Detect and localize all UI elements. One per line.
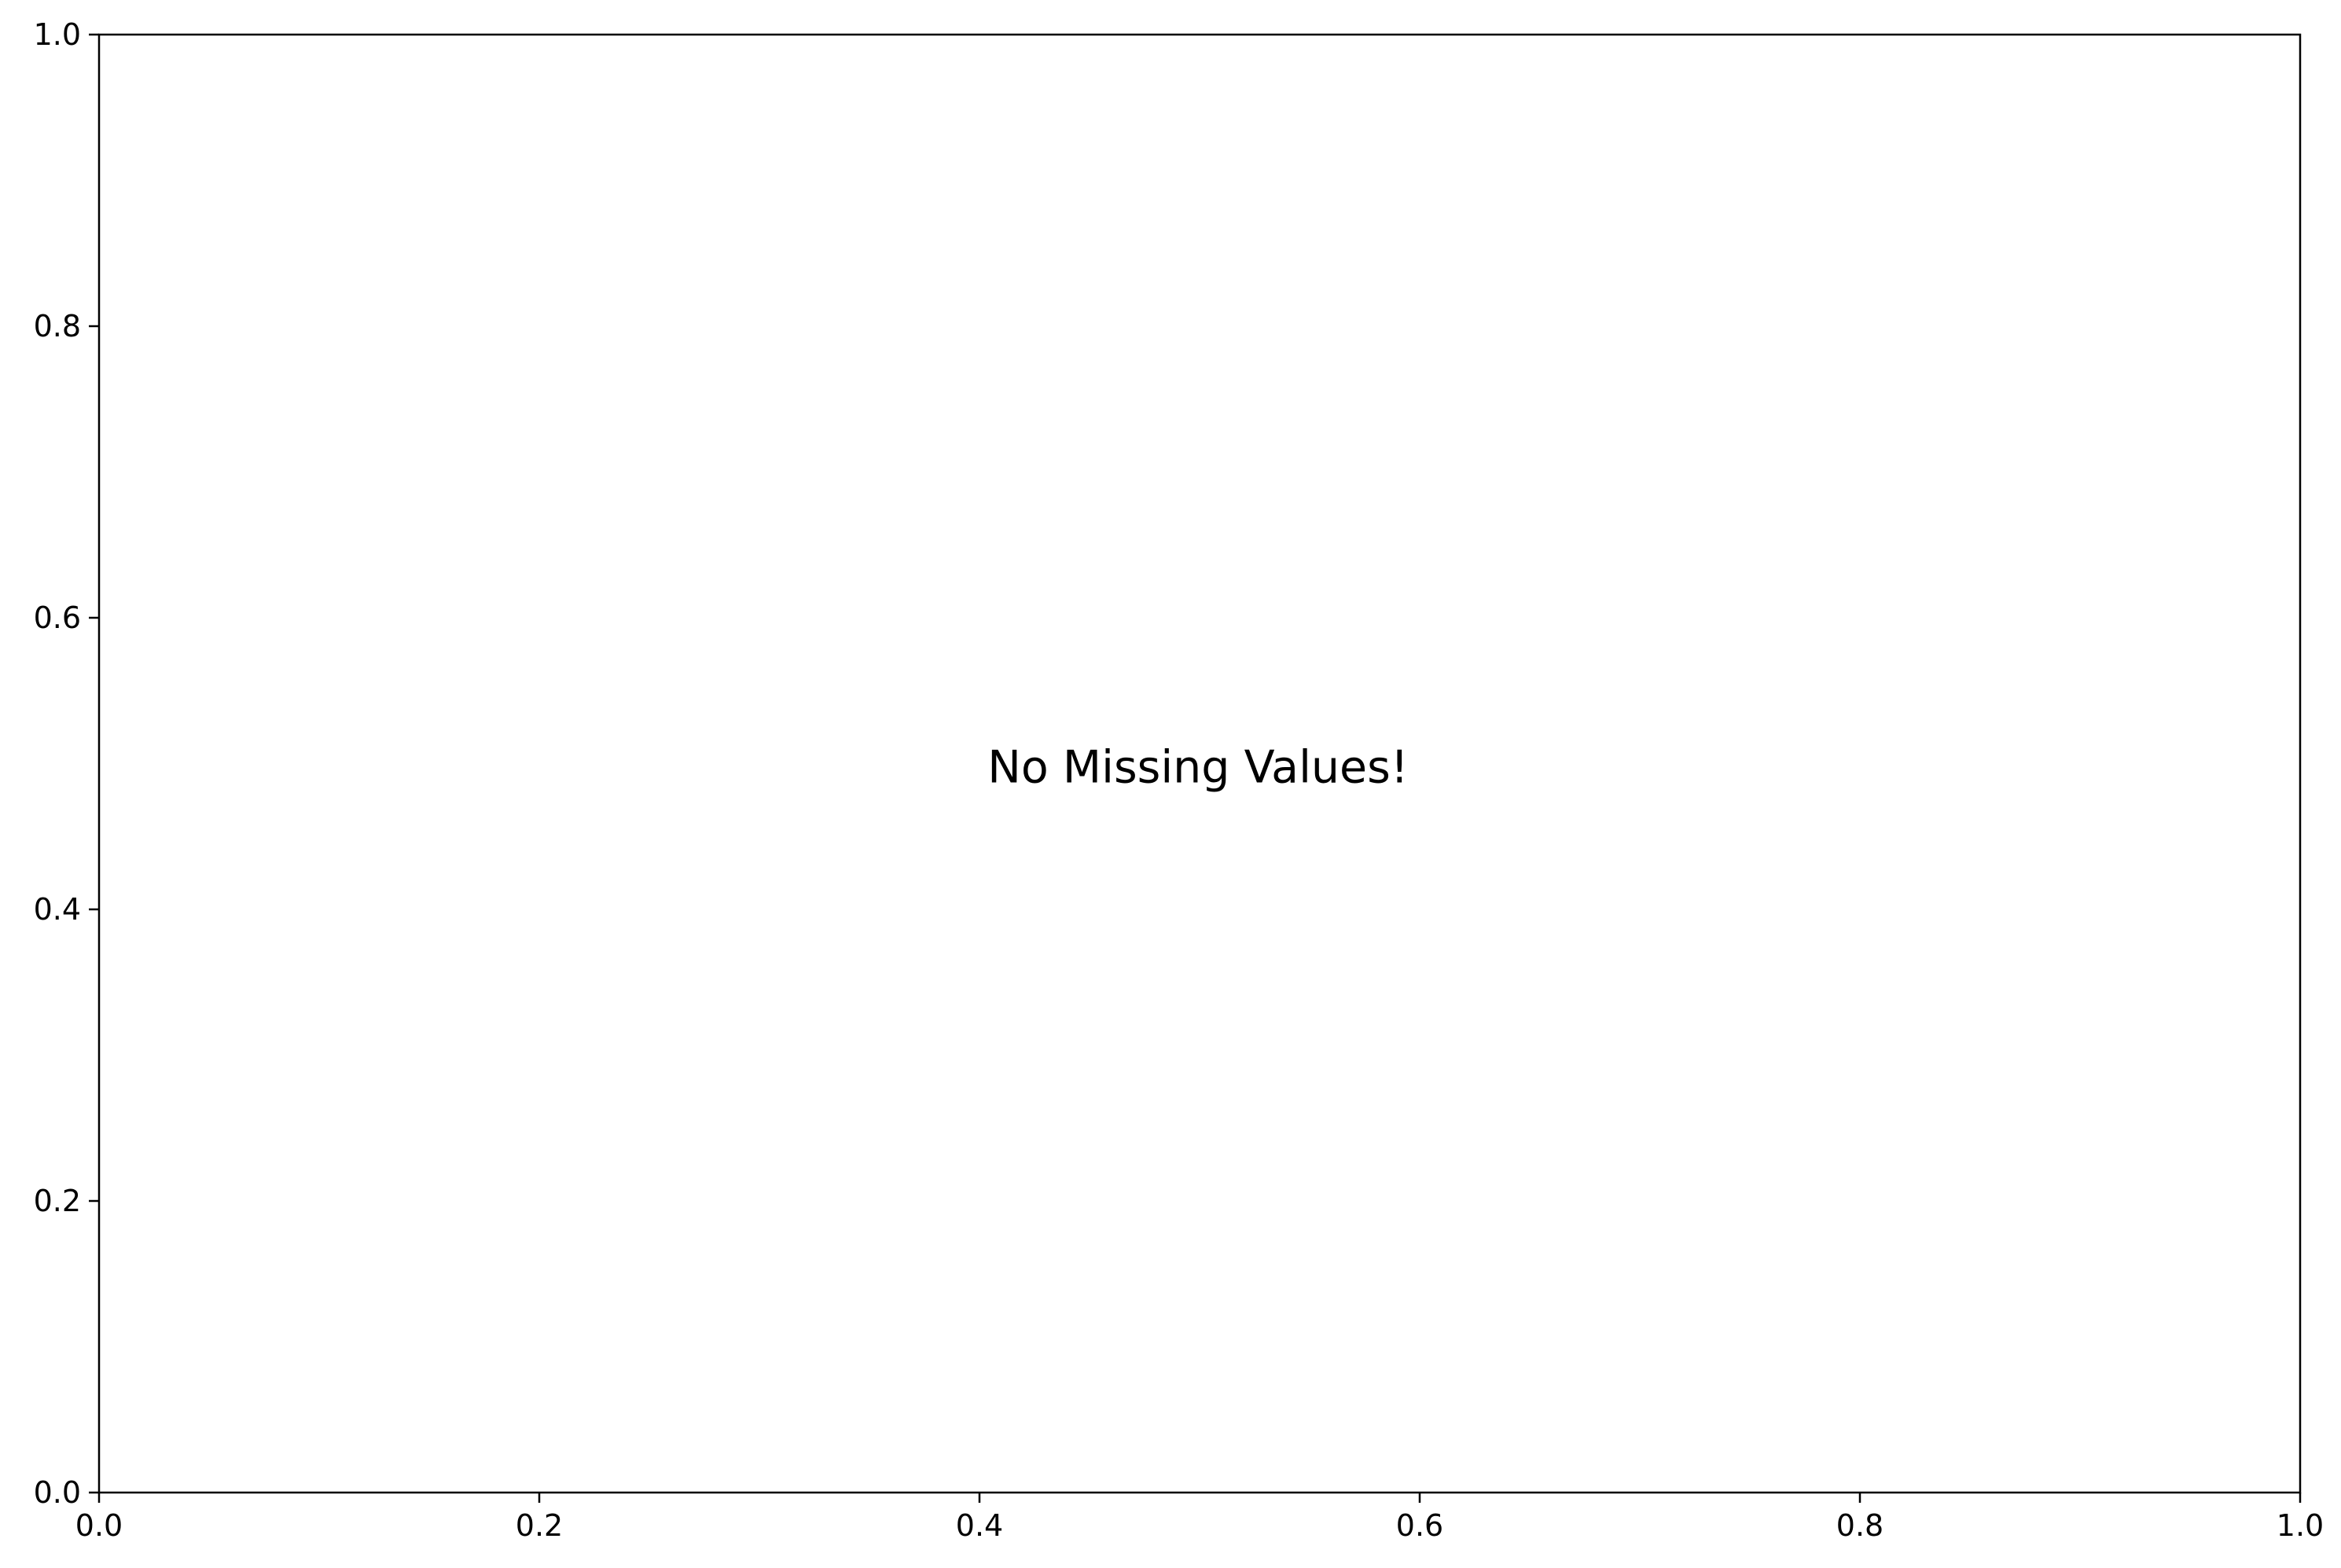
y-tick-label: 0.0 <box>34 1475 81 1510</box>
x-tick-label: 0.0 <box>75 1508 123 1543</box>
x-tick-label: 0.6 <box>1396 1508 1443 1543</box>
x-tick-label: 0.4 <box>956 1508 1003 1543</box>
y-tick-label: 1.0 <box>34 17 81 52</box>
x-tick-label: 0.8 <box>1836 1508 1883 1543</box>
axes-frame <box>97 33 2302 1494</box>
y-tick-label: 0.2 <box>34 1184 81 1218</box>
y-tick-label: 0.8 <box>34 309 81 343</box>
x-tick-label: 1.0 <box>2277 1508 2324 1543</box>
y-tick-label: 0.4 <box>34 892 81 927</box>
plot-area: 0.0 0.2 0.4 0.6 0.8 1.0 0.0 0.2 0.4 0.6 0.8 1.0 No… <box>34 17 2324 1543</box>
y-axis: 0.0 0.2 0.4 0.6 0.8 1.0 <box>34 17 99 1510</box>
y-tick-label: 0.6 <box>34 600 81 635</box>
x-axis: 0.0 0.2 0.4 0.6 0.8 1.0 <box>75 1493 2324 1543</box>
x-tick-label: 0.2 <box>516 1508 563 1543</box>
no-missing-values-annotation: No Missing Values! <box>987 742 1408 794</box>
